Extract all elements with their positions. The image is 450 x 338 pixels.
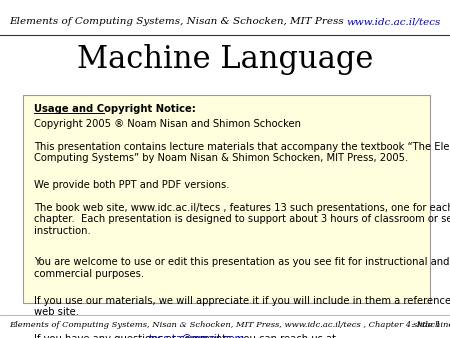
Text: www.idc.ac.il/tecs: www.idc.ac.il/tecs — [346, 18, 441, 26]
Text: You are welcome to use or edit this presentation as you see fit for instructiona: You are welcome to use or edit this pres… — [34, 257, 450, 279]
Text: tecs.ta@gmail.com: tecs.ta@gmail.com — [149, 334, 246, 338]
Text: Elements of Computing Systems, Nisan & Schocken, MIT Press, www.idc.ac.il/tecs ,: Elements of Computing Systems, Nisan & S… — [9, 321, 450, 329]
Text: This presentation contains lecture materials that accompany the textbook “The El: This presentation contains lecture mater… — [34, 142, 450, 163]
Text: Elements of Computing Systems, Nisan & Schocken, MIT Press: Elements of Computing Systems, Nisan & S… — [9, 18, 344, 26]
Text: Copyright 2005 ® Noam Nisan and Shimon Schocken: Copyright 2005 ® Noam Nisan and Shimon S… — [34, 119, 301, 129]
Text: If you use our materials, we will appreciate it if you will include in them a re: If you use our materials, we will apprec… — [34, 296, 450, 317]
Text: We provide both PPT and PDF versions.: We provide both PPT and PDF versions. — [34, 180, 229, 190]
Text: slide 1: slide 1 — [413, 321, 441, 329]
Text: Machine Language: Machine Language — [77, 44, 373, 75]
Text: If you have any questions or comments, you can reach us at: If you have any questions or comments, y… — [34, 334, 339, 338]
Text: The book web site, www.idc.ac.il/tecs , features 13 such presentations, one for : The book web site, www.idc.ac.il/tecs , … — [34, 203, 450, 236]
FancyBboxPatch shape — [22, 95, 430, 303]
Text: Usage and Copyright Notice:: Usage and Copyright Notice: — [34, 104, 196, 114]
